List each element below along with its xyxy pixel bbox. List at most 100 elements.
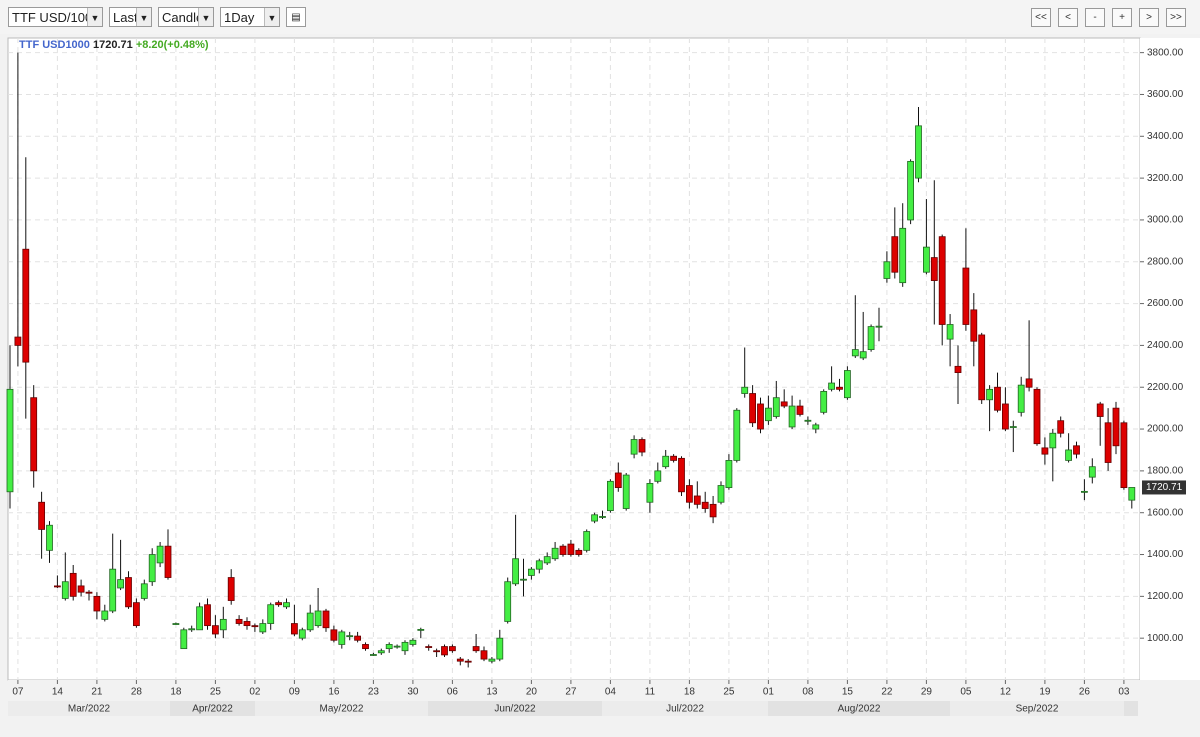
candle-body [369, 654, 377, 656]
month-label: Aug/2022 [838, 704, 881, 715]
x-tick-label: 12 [1000, 687, 1012, 698]
settings-button[interactable]: ▤ [286, 7, 306, 27]
candle-body [235, 618, 243, 624]
candle-body [543, 556, 551, 564]
candle-body [401, 641, 409, 652]
nav-button[interactable]: >> [1166, 8, 1186, 27]
candle-body [164, 545, 172, 578]
candle-body [456, 658, 464, 662]
candle-body [1002, 403, 1009, 430]
candle-body [836, 386, 843, 390]
y-tick-label: 3000.00 [1147, 215, 1184, 226]
x-tick-label: 08 [802, 687, 814, 698]
candle-body [417, 628, 425, 631]
x-tick-label: 28 [131, 687, 143, 698]
candle-body [796, 405, 804, 415]
last-price-box [1142, 480, 1186, 495]
month-label: Mar/2022 [68, 704, 111, 715]
y-tick-label: 2800.00 [1147, 256, 1184, 267]
x-tick-label: 30 [407, 687, 419, 698]
y-tick-label: 1800.00 [1147, 466, 1184, 477]
candle-body [227, 577, 235, 601]
candle-body [346, 635, 354, 638]
candle-body [496, 637, 504, 660]
symbol-select[interactable]: TTF USD/100 ▼ [8, 7, 103, 27]
month-band [1124, 701, 1138, 716]
candle-body [733, 409, 741, 461]
candle-body [1025, 378, 1033, 388]
x-tick-label: 19 [1039, 687, 1051, 698]
x-tick-label: 20 [526, 687, 538, 698]
candle-body [875, 325, 883, 328]
candle-body [915, 125, 922, 179]
x-tick-label: 13 [486, 687, 498, 698]
candle-body [196, 606, 204, 631]
candle-body [686, 485, 693, 503]
candle-body [599, 516, 606, 518]
candle-body [125, 577, 132, 608]
style-select[interactable]: Candle ▼ [158, 7, 214, 27]
interval-select[interactable]: 1Day ▼ [220, 7, 280, 27]
candle-body [938, 236, 946, 325]
nav-button[interactable]: < [1058, 8, 1078, 27]
y-tick-label: 3600.00 [1147, 89, 1184, 100]
y-tick-label: 2000.00 [1147, 424, 1184, 435]
candle-body [85, 591, 93, 594]
y-tick-label: 2200.00 [1147, 382, 1184, 393]
candle-body [559, 545, 567, 555]
candle-body [275, 602, 283, 606]
x-tick-label: 27 [565, 687, 577, 698]
month-band [950, 701, 1124, 716]
candle-body [844, 370, 851, 399]
candle-body [1041, 447, 1049, 455]
candle-body [148, 554, 156, 583]
candle-body [298, 629, 306, 639]
candle-body [1112, 407, 1120, 447]
candle-body [725, 460, 733, 489]
candle-body [954, 365, 962, 373]
candle-body [362, 644, 369, 650]
candle-body [638, 439, 646, 453]
candle-body [109, 568, 117, 612]
month-label: Jul/2022 [666, 704, 704, 715]
candle-body [1081, 490, 1088, 493]
x-tick-label: 15 [842, 687, 854, 698]
field-select[interactable]: Last ▼ [109, 7, 152, 27]
candle-body [859, 351, 867, 359]
x-tick-label: 26 [1079, 687, 1091, 698]
candle-body [132, 602, 140, 627]
chart-header: TTF USD1000 1720.71 +8.20(+0.48%) [19, 39, 209, 51]
nav-button[interactable]: > [1139, 8, 1159, 27]
candle-body [883, 261, 891, 279]
candle-body [804, 419, 812, 422]
y-tick-label: 1600.00 [1147, 507, 1184, 518]
candle-body [480, 650, 488, 660]
candle-body [354, 635, 362, 641]
candle-body [757, 403, 764, 430]
symbol-name: TTF USD1000 [19, 39, 90, 51]
candle-body [701, 501, 709, 509]
x-tick-label: 05 [960, 687, 972, 698]
y-axis-area [1140, 38, 1200, 680]
candle-body [851, 349, 859, 357]
candle-body [567, 543, 575, 555]
symbol: TTF USD/100 [12, 10, 93, 25]
nav-button[interactable]: - [1085, 8, 1105, 27]
candle-body [828, 382, 835, 390]
x-tick-label: 22 [881, 687, 893, 698]
last-price: 1720.71 [93, 39, 133, 51]
candle-body [464, 660, 472, 663]
candle-body [77, 585, 85, 593]
candle-body [290, 623, 298, 635]
candle-body [994, 386, 1001, 411]
candle-body [575, 549, 583, 555]
candle-body [622, 474, 630, 509]
nav-button[interactable]: + [1112, 8, 1132, 27]
chart: TTF USD1000 1720.71 +8.20(+0.48%) 1000.0… [6, 37, 1200, 737]
x-tick-label: 29 [921, 687, 933, 698]
candle-body [923, 246, 930, 273]
candle-body [1009, 426, 1017, 428]
month-label: Sep/2022 [1016, 704, 1059, 715]
nav-button[interactable]: << [1031, 8, 1051, 27]
candle-body [528, 568, 535, 576]
